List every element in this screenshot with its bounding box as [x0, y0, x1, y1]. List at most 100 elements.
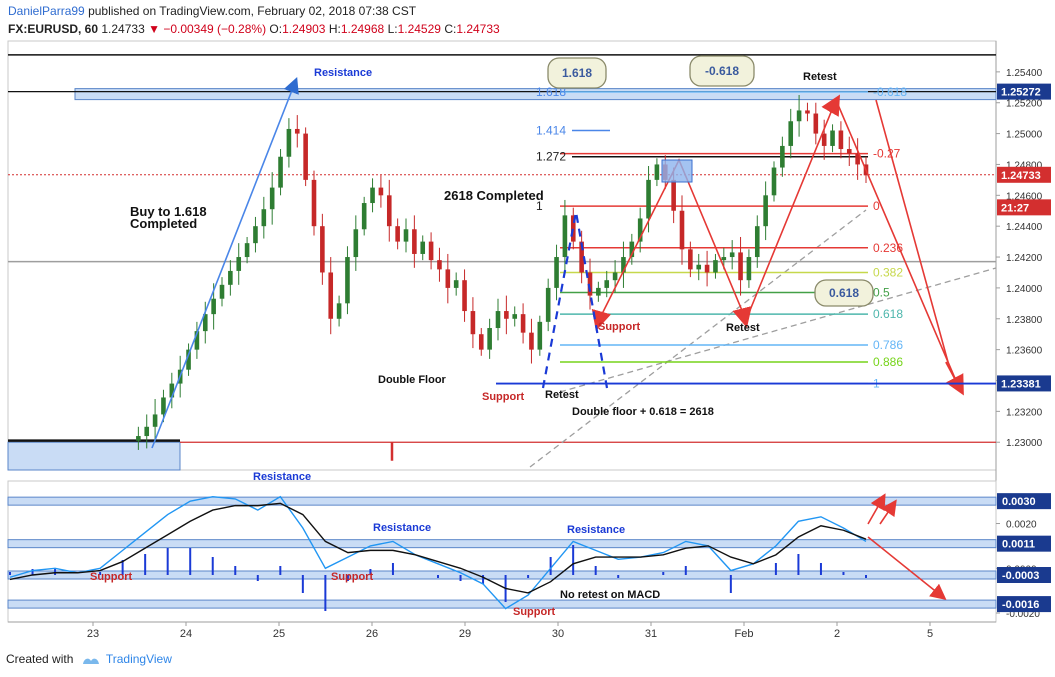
- fib-ext-label: 1.414: [536, 124, 566, 138]
- arrow-support: [591, 308, 612, 331]
- callout-1618-label: 1.618: [562, 66, 592, 80]
- x-tick-label: Feb: [735, 628, 754, 640]
- candle-body: [579, 241, 584, 273]
- projection-down: [875, 99, 949, 363]
- macd-annotation: No retest on MACD: [560, 589, 660, 601]
- candle-body: [495, 311, 501, 329]
- chart-annotation: Support: [598, 321, 640, 333]
- candle-body: [487, 328, 492, 350]
- price-tick-label: 1.24600: [1006, 191, 1043, 202]
- symbol-line: FX:EURUSD, 60 1.24733 ▼ −0.00349 (−0.28%…: [8, 22, 500, 36]
- candle-body: [821, 133, 827, 146]
- macd-tag-box: [997, 567, 1051, 583]
- tradingview-logo-icon: [81, 655, 99, 665]
- candle-body: [169, 383, 175, 398]
- close-value: 1.24733: [456, 22, 500, 36]
- high-value: 1.24968: [340, 22, 385, 36]
- callout-0618-label: 0.618: [829, 286, 859, 300]
- candle-body: [470, 311, 476, 335]
- macd-annotation: Support: [90, 571, 132, 583]
- candle-body: [520, 314, 526, 333]
- candle-body: [420, 241, 426, 254]
- macd-tag-box: [997, 535, 1051, 552]
- candle-body: [813, 113, 819, 134]
- price-tag-label: 21:27: [1001, 202, 1029, 214]
- candle-body: [554, 257, 559, 288]
- callout-1618-bubble: [547, 57, 607, 89]
- candle-body: [320, 226, 325, 273]
- candle-body: [529, 332, 534, 350]
- macd-pane[interactable]: 0.00200.0000-0.00200.00300.0011-0.0003-0…: [7, 480, 1051, 623]
- candle-body: [746, 257, 752, 281]
- price-tag-label: 1.25272: [1001, 87, 1041, 99]
- price-tag-label: 1.23381: [1001, 378, 1041, 390]
- macd-level-zone: [7, 539, 997, 549]
- chart-annotation: Retest: [545, 389, 579, 401]
- candle-body: [311, 179, 317, 227]
- candle-body: [403, 229, 409, 242]
- candle-body: [629, 241, 635, 258]
- low-value: 1.24529: [397, 22, 441, 36]
- candle-body: [846, 149, 852, 154]
- candle-body: [637, 218, 643, 242]
- candle-body: [688, 249, 693, 270]
- price-tick-label: 1.23000: [1006, 438, 1043, 449]
- chart-annotation: Buy to 1.618: [130, 204, 207, 219]
- candle-body: [763, 195, 768, 227]
- price-pane-frame: [7, 40, 997, 471]
- candle-body: [671, 179, 676, 211]
- x-tick-label: 5: [927, 628, 933, 640]
- author-link[interactable]: DanielParra99: [8, 4, 85, 18]
- price-tag-box: [997, 199, 1051, 216]
- candle-body: [303, 133, 308, 180]
- macd-tag-label: -0.0016: [1002, 599, 1039, 611]
- candle-body: [478, 334, 484, 350]
- resistance-zone: [74, 88, 997, 101]
- x-tick-label: 30: [552, 628, 564, 640]
- candle-body: [437, 260, 442, 270]
- tradingview-link[interactable]: TradingView: [105, 652, 172, 666]
- arrow-up-top: [821, 94, 840, 117]
- macd-annotation: Support: [331, 571, 373, 583]
- arrow-retest: [732, 306, 752, 328]
- candle-body: [713, 260, 718, 273]
- candle-body: [729, 252, 735, 258]
- price-tag-box: [997, 166, 1051, 183]
- fib-ext-label: 1: [536, 199, 543, 213]
- candle-body: [361, 203, 367, 230]
- x-tick-label: 23: [87, 628, 99, 640]
- fib-level-label: -0.27: [873, 147, 901, 161]
- macd-line: [9, 495, 867, 610]
- price-tick-label: 1.24000: [1006, 284, 1043, 295]
- candle-body: [278, 156, 283, 188]
- time-axis[interactable]: 23 24 25 26 29 30 31 Feb 2 5: [8, 621, 996, 640]
- price-tag-label: 1.24733: [1001, 170, 1041, 182]
- candle-body: [269, 187, 275, 210]
- fib-level-label: 0.786: [873, 338, 903, 352]
- macd-tick-label: -0.0020: [1006, 609, 1040, 620]
- candle-body: [336, 303, 342, 319]
- candle-body: [771, 167, 777, 196]
- price-pane[interactable]: 1.25400 1.25200 1.25000 1.24800 1.24600 1.244…: [7, 40, 1051, 622]
- candle-body: [612, 272, 618, 281]
- candle-body: [328, 272, 334, 319]
- candle-body: [545, 287, 551, 322]
- low-label: L:: [387, 22, 398, 36]
- candle-body: [788, 121, 794, 146]
- macd-annotation: Support: [513, 606, 555, 618]
- callout-0618-bubble: [814, 279, 874, 307]
- signal-line: [9, 502, 867, 594]
- x-tick-label: 25: [273, 628, 285, 640]
- candle-body: [604, 280, 610, 288]
- candle-body: [386, 195, 392, 227]
- candle-body: [587, 272, 593, 296]
- candle-body: [202, 314, 208, 332]
- candle-body: [654, 164, 660, 180]
- double-floor-zigzag: [541, 211, 609, 389]
- support-zone: [7, 441, 181, 471]
- candle-body: [152, 414, 158, 427]
- blue-impulse-arrow: [151, 77, 299, 449]
- fib-level-label: 0.886: [873, 355, 903, 369]
- candle-body: [194, 331, 200, 350]
